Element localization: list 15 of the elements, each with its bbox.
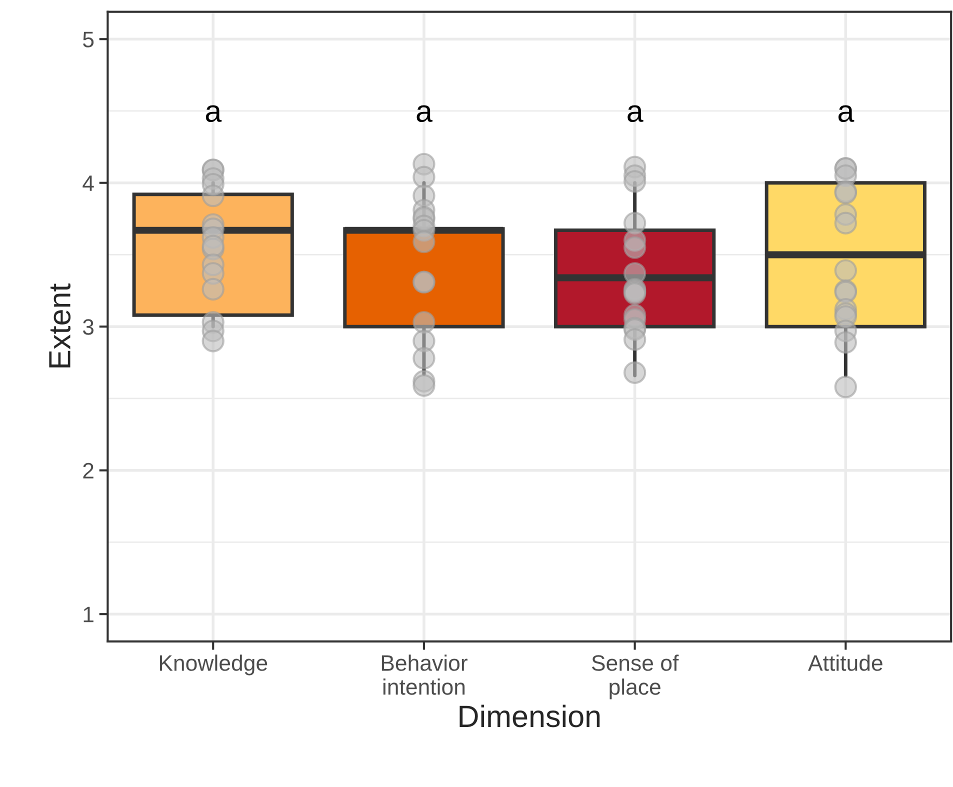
y-tick-label: 1 [84, 606, 94, 622]
annotation: a [416, 105, 432, 122]
y-tick-label: 3 [82, 319, 94, 335]
y-axis-title: Extent [49, 284, 71, 368]
y-tick-label: 2 [83, 462, 94, 478]
annotation: a [838, 105, 854, 122]
y-tick-label: 5 [83, 32, 94, 48]
x-tick-label: Sense of place [592, 654, 679, 700]
x-tick-label: Attitude [808, 654, 882, 671]
annotation: a [206, 105, 222, 122]
x-axis-title: Dimension [460, 704, 600, 728]
annotation: a [628, 105, 644, 122]
x-tick-label: Knowledge [160, 654, 268, 676]
y-tick-label: 4 [82, 176, 94, 191]
x-tick-label: Behavior intention [382, 654, 468, 695]
